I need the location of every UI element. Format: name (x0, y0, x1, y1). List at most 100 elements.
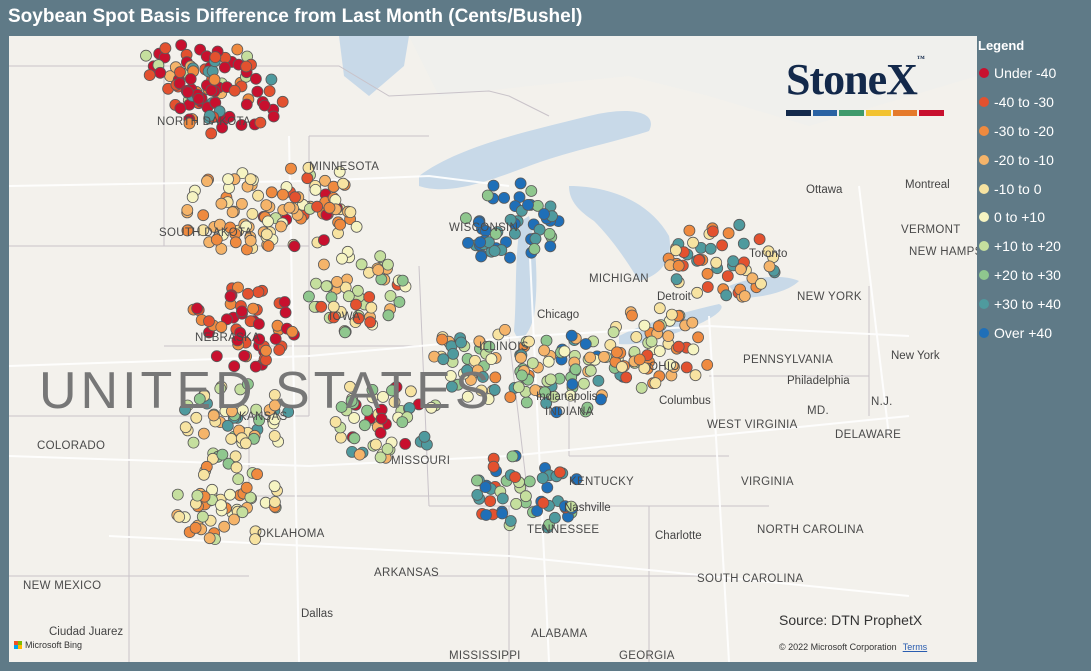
basis-point[interactable] (687, 236, 699, 249)
basis-point[interactable] (159, 42, 172, 55)
basis-point[interactable] (203, 532, 216, 545)
basis-point[interactable] (471, 488, 484, 501)
basis-point[interactable] (701, 267, 714, 280)
basis-point[interactable] (214, 382, 227, 395)
basis-point[interactable] (664, 358, 676, 371)
basis-point[interactable] (584, 351, 596, 364)
basis-point[interactable] (509, 471, 522, 484)
basis-point[interactable] (320, 280, 333, 293)
basis-point[interactable] (265, 186, 278, 199)
basis-point[interactable] (462, 236, 474, 249)
basis-point[interactable] (244, 491, 257, 504)
basis-point[interactable] (543, 227, 556, 240)
basis-point[interactable] (604, 339, 617, 351)
basis-point[interactable] (171, 488, 184, 501)
basis-point[interactable] (485, 353, 498, 366)
basis-point[interactable] (208, 73, 221, 86)
basis-point[interactable] (734, 263, 747, 276)
basis-point[interactable] (278, 296, 291, 308)
basis-point[interactable] (174, 102, 187, 115)
basis-point[interactable] (680, 361, 693, 374)
basis-point[interactable] (239, 437, 252, 450)
basis-point[interactable] (616, 361, 628, 373)
basis-point[interactable] (203, 110, 216, 122)
basis-point[interactable] (215, 197, 228, 210)
basis-point[interactable] (187, 436, 200, 449)
basis-point[interactable] (229, 236, 242, 249)
basis-point[interactable] (670, 273, 683, 286)
basis-point[interactable] (710, 256, 723, 269)
basis-point[interactable] (240, 60, 253, 73)
basis-point[interactable] (499, 323, 511, 336)
basis-point[interactable] (626, 309, 638, 322)
basis-point[interactable] (352, 312, 365, 325)
basis-point[interactable] (544, 373, 557, 386)
basis-point[interactable] (496, 507, 509, 520)
basis-point[interactable] (183, 117, 196, 130)
basis-point[interactable] (607, 326, 620, 339)
basis-point[interactable] (525, 185, 538, 197)
basis-point[interactable] (692, 331, 704, 344)
basis-point[interactable] (549, 511, 561, 524)
basis-point[interactable] (523, 335, 535, 348)
basis-point[interactable] (365, 301, 378, 314)
basis-point[interactable] (230, 461, 243, 474)
basis-point[interactable] (691, 286, 703, 299)
basis-point[interactable] (520, 490, 532, 503)
basis-point[interactable] (283, 201, 296, 214)
basis-point[interactable] (611, 346, 623, 359)
basis-point[interactable] (374, 250, 387, 263)
basis-point[interactable] (317, 234, 330, 247)
basis-point[interactable] (512, 381, 525, 394)
basis-point[interactable] (504, 515, 517, 527)
basis-point[interactable] (471, 474, 483, 487)
basis-point[interactable] (418, 430, 431, 443)
basis-point[interactable] (474, 236, 487, 249)
basis-point[interactable] (584, 364, 597, 377)
basis-point[interactable] (531, 505, 543, 517)
basis-point[interactable] (672, 340, 685, 353)
basis-point[interactable] (197, 209, 210, 222)
basis-point[interactable] (181, 86, 194, 98)
basis-point[interactable] (181, 204, 194, 216)
basis-point[interactable] (249, 533, 262, 546)
basis-point[interactable] (331, 275, 343, 288)
basis-point[interactable] (193, 393, 206, 405)
basis-point[interactable] (506, 450, 519, 463)
basis-point[interactable] (399, 437, 412, 450)
basis-point[interactable] (693, 254, 705, 267)
basis-point[interactable] (252, 318, 265, 330)
basis-point[interactable] (721, 270, 734, 283)
basis-point[interactable] (686, 316, 699, 329)
basis-point[interactable] (536, 472, 549, 485)
basis-point[interactable] (746, 272, 759, 285)
basis-point[interactable] (311, 200, 324, 213)
basis-point[interactable] (236, 167, 249, 180)
basis-point[interactable] (487, 179, 500, 192)
basis-point[interactable] (302, 161, 315, 174)
basis-point[interactable] (218, 520, 231, 533)
basis-point[interactable] (247, 302, 260, 315)
basis-point[interactable] (737, 237, 750, 250)
basis-point[interactable] (253, 333, 266, 346)
basis-point[interactable] (445, 380, 458, 393)
basis-point[interactable] (482, 393, 495, 406)
basis-point[interactable] (276, 95, 289, 108)
basis-point[interactable] (276, 188, 289, 201)
basis-point[interactable] (225, 405, 238, 418)
basis-point[interactable] (488, 383, 501, 396)
basis-point[interactable] (504, 251, 516, 264)
basis-point[interactable] (207, 409, 220, 422)
basis-point[interactable] (683, 224, 696, 237)
basis-point[interactable] (189, 521, 202, 534)
basis-point[interactable] (369, 438, 382, 451)
basis-point[interactable] (762, 245, 775, 258)
basis-point[interactable] (496, 492, 509, 505)
basis-point[interactable] (364, 316, 377, 329)
basis-point[interactable] (210, 350, 223, 363)
basis-point[interactable] (488, 245, 501, 257)
basis-point[interactable] (635, 381, 648, 394)
basis-point[interactable] (363, 291, 376, 303)
basis-point[interactable] (350, 298, 362, 311)
basis-point[interactable] (565, 500, 578, 513)
